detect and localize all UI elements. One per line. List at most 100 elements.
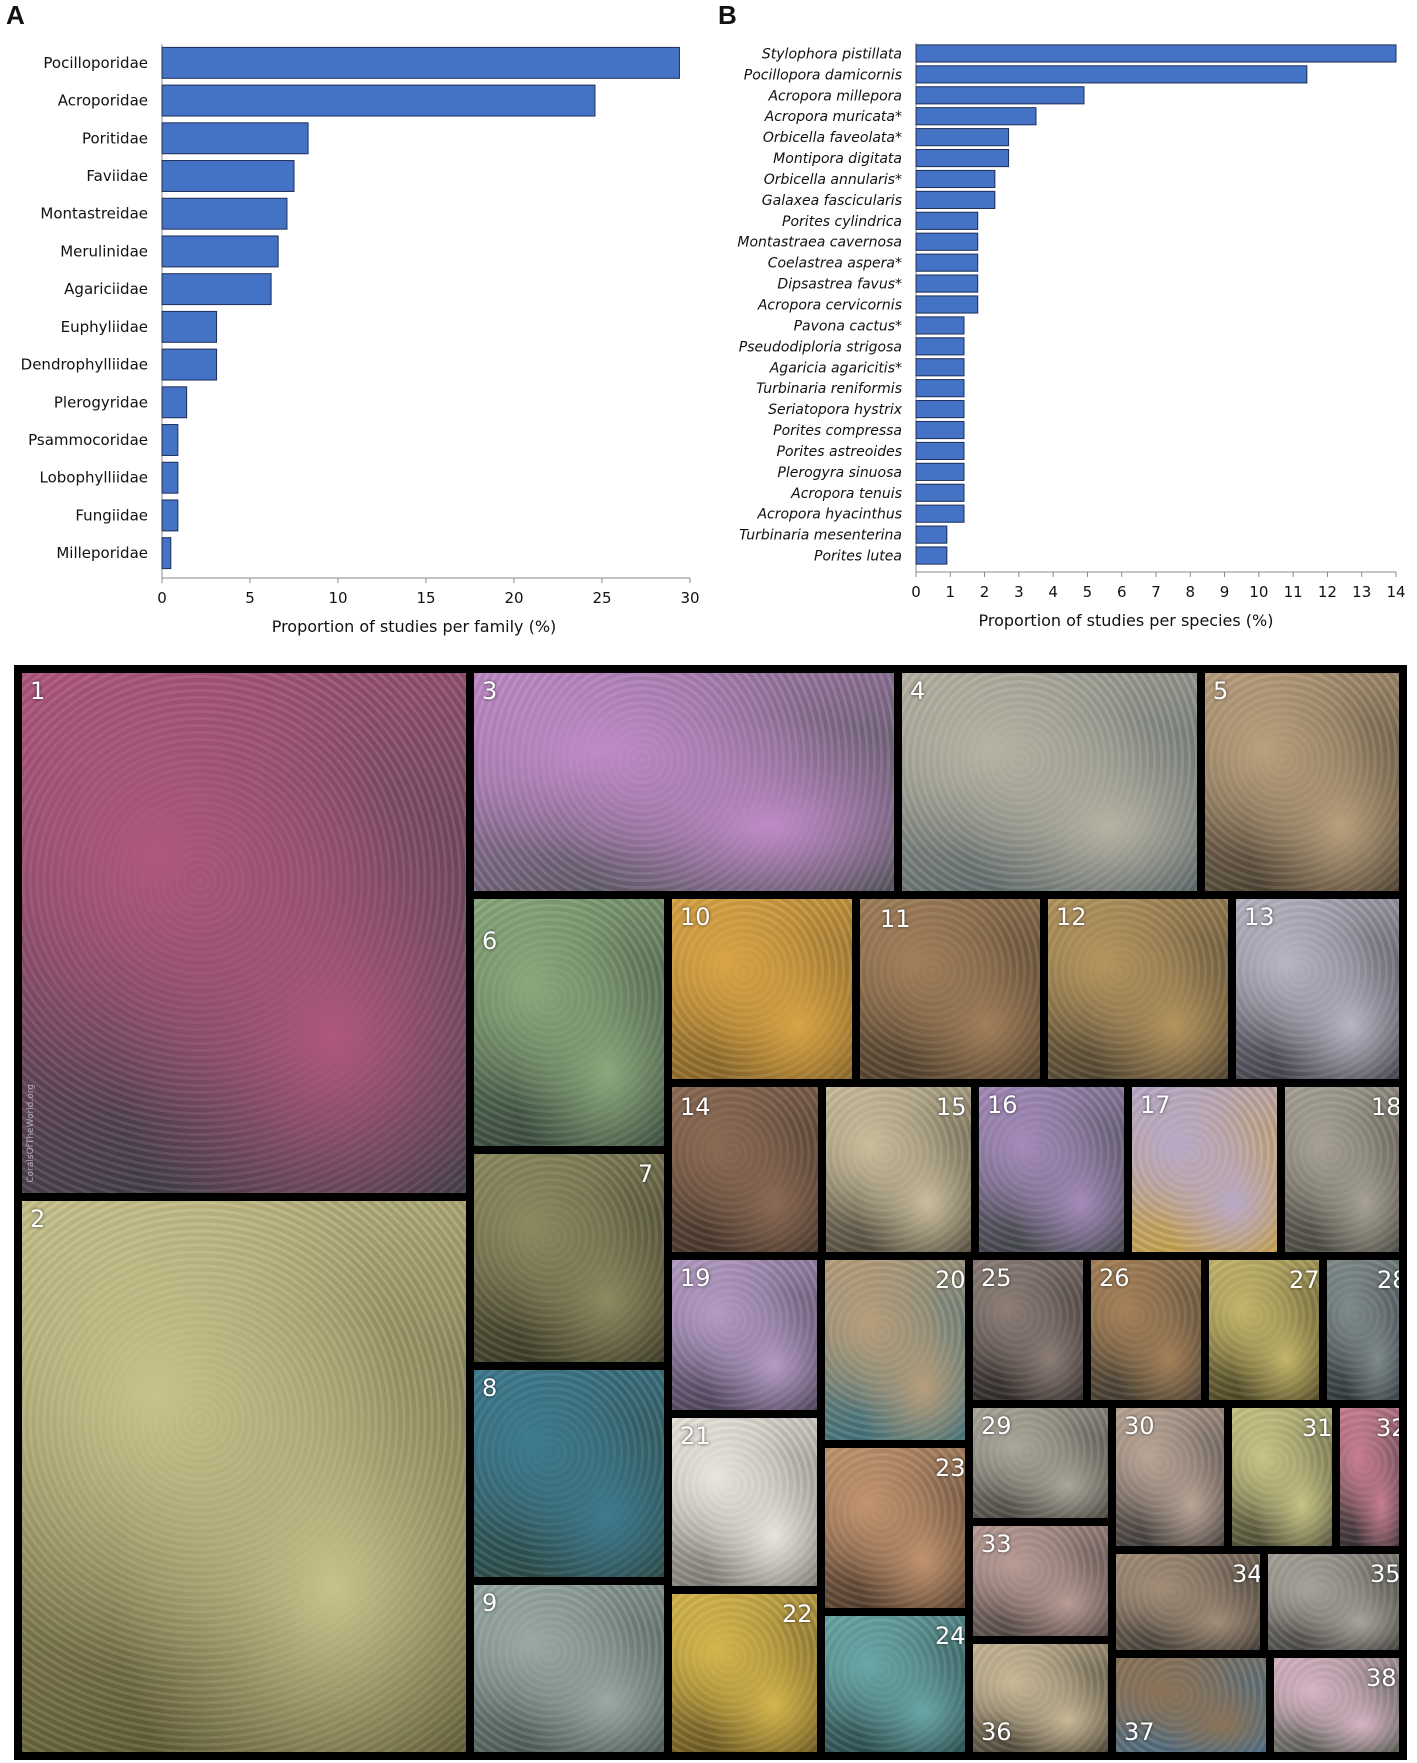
x-tick-label: 5 <box>245 589 255 607</box>
panel-a-letter: A <box>6 0 25 30</box>
photo-number-label: 15 <box>936 1093 967 1121</box>
photo-number-label: 22 <box>782 1600 813 1628</box>
x-tick-label: 25 <box>592 589 611 607</box>
photo-number-label: 38 <box>1366 1664 1397 1692</box>
coral-photo-18: 18 <box>1285 1087 1399 1252</box>
category-label: Turbinaria reniformis <box>756 381 902 397</box>
x-tick-label: 8 <box>1186 583 1196 601</box>
bar-15 <box>915 337 965 356</box>
bar-9 <box>161 348 218 381</box>
category-label: Porites cylindrica <box>782 214 902 230</box>
category-label: Plerogyra sinuosa <box>777 465 902 481</box>
coral-photo-2: 2 <box>22 1201 466 1752</box>
bar-14 <box>161 537 172 570</box>
coral-photo-23: 23 <box>825 1448 965 1608</box>
bar-1 <box>161 46 680 79</box>
photo-number-label: 1 <box>30 677 46 705</box>
bar-5 <box>161 197 288 230</box>
bar-6 <box>915 148 1010 168</box>
x-tick-label: 20 <box>504 589 523 607</box>
category-label: Poritidae <box>82 129 148 147</box>
bar-16 <box>915 358 965 377</box>
photo-number-label: 5 <box>1213 677 1229 705</box>
coral-photo-15: 15 <box>826 1087 971 1252</box>
photo-number-label: 14 <box>680 1093 711 1121</box>
bar-13 <box>161 499 179 532</box>
bar-20 <box>915 441 965 461</box>
photo-number-label: 3 <box>482 677 498 705</box>
category-label: Seriatopora hystrix <box>768 402 903 418</box>
bar-17 <box>915 379 965 398</box>
coral-photo-20: 20 <box>825 1260 965 1440</box>
category-label: Dipsastrea favus* <box>777 277 902 293</box>
x-tick-label: 0 <box>157 589 167 607</box>
panel-b-letter: B <box>718 0 737 30</box>
bar-7 <box>915 169 996 189</box>
x-tick-label: 6 <box>1117 583 1127 601</box>
coral-photo-38: 38 <box>1274 1658 1399 1752</box>
bar-14 <box>915 316 965 335</box>
bar-10 <box>915 232 979 251</box>
photo-number-label: 37 <box>1124 1718 1155 1746</box>
bar-8 <box>915 190 996 209</box>
bar-2 <box>915 65 1308 84</box>
category-label: Montastraea cavernosa <box>737 235 902 251</box>
x-tick-label: 3 <box>1014 583 1024 601</box>
coral-photo-32: 32 <box>1340 1408 1399 1546</box>
photo-number-label: 26 <box>1099 1264 1130 1292</box>
category-label: Faviidae <box>86 167 148 185</box>
category-label: Galaxea fascicularis <box>762 193 902 209</box>
chart-species-proportion: Stylophora pistillata Pocillopora damicor… <box>737 43 1406 630</box>
coral-photo-5: 5 <box>1205 673 1399 891</box>
bar-11 <box>915 253 979 272</box>
x-tick-label: 2 <box>980 583 990 601</box>
photo-number-label: 13 <box>1244 903 1275 931</box>
coral-photo-35: 35 <box>1268 1554 1399 1650</box>
category-label: Coelastrea aspera* <box>768 256 902 272</box>
x-axis-title: Proportion of studies per species (%) <box>979 611 1274 630</box>
category-label: Plerogyridae <box>54 393 148 411</box>
coral-photo-11: 11 <box>860 899 1040 1079</box>
category-label: Orbicella faveolata* <box>763 130 902 146</box>
photo-number-label: 7 <box>638 1160 654 1188</box>
coral-photo-7: 7 <box>474 1154 664 1362</box>
category-label: Agaricia agaricitis* <box>769 360 902 376</box>
photo-number-label: 8 <box>482 1374 498 1402</box>
x-tick-label: 15 <box>416 589 435 607</box>
coral-photo-14: 14 <box>672 1087 818 1252</box>
bar-13 <box>915 295 979 314</box>
coral-photo-13: 13 <box>1236 899 1399 1079</box>
bar-19 <box>915 420 965 440</box>
x-tick-label: 1 <box>946 583 956 601</box>
coral-photo-19: 19 <box>672 1260 817 1410</box>
category-label: Porites compressa <box>773 423 902 439</box>
category-label: Acropora cervicornis <box>757 298 902 314</box>
coral-photo-27: 27 <box>1209 1260 1319 1400</box>
photo-number-label: 20 <box>935 1266 965 1294</box>
photo-number-label: 19 <box>680 1264 711 1292</box>
category-label: Acroporidae <box>58 92 148 110</box>
category-label: Porites astreoides <box>777 444 902 460</box>
bar-4 <box>161 160 295 192</box>
bar-8 <box>161 310 218 343</box>
photo-number-label: 23 <box>935 1454 965 1482</box>
coral-photo-36: 36 <box>973 1644 1108 1752</box>
category-label: Montipora digitata <box>773 151 902 167</box>
coral-photo-21: 21 <box>672 1418 817 1586</box>
photo-number-label: 9 <box>482 1589 498 1617</box>
x-tick-label: 4 <box>1048 583 1058 601</box>
coral-photo-8: 8 <box>474 1370 664 1577</box>
photo-number-label: 31 <box>1302 1414 1332 1442</box>
category-label: Pseudodiploria strigosa <box>739 339 902 355</box>
bar-2 <box>161 84 596 117</box>
bar-22 <box>915 483 965 502</box>
coral-photo-9: 9 <box>474 1585 664 1752</box>
bar-11 <box>161 424 179 456</box>
photo-number-label: 24 <box>935 1622 965 1650</box>
category-label: Stylophora pistillata <box>762 46 902 62</box>
bar-7 <box>161 273 272 306</box>
coral-photo-28: 28 <box>1327 1260 1399 1400</box>
x-tick-label: 10 <box>328 589 347 607</box>
bar-12 <box>161 461 179 494</box>
x-tick-label: 7 <box>1151 583 1161 601</box>
